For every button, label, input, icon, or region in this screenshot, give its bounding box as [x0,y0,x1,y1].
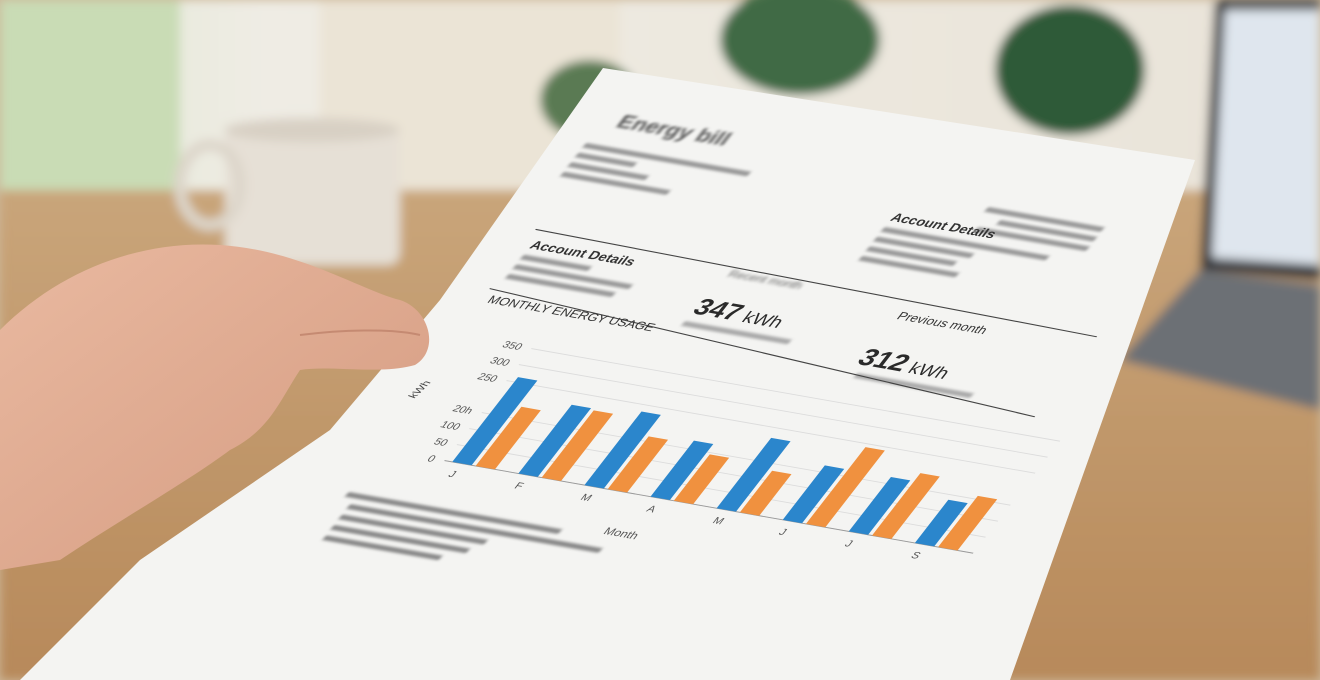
bar-series-blue [848,476,911,535]
bar-series-blue [650,440,714,501]
bar-series-orange [673,454,730,505]
energy-bill-paper [20,68,1195,680]
bar-series-orange [541,410,614,481]
y-tick-label: 300 [487,356,512,369]
x-axis-label: Month [601,525,642,542]
gridline [531,348,1061,442]
y-tick-label: 350 [499,340,524,353]
x-tick-label: J [446,469,459,480]
bar-series-orange [739,470,792,516]
bar-series-blue [782,465,845,524]
bar-series-blue [452,377,538,466]
bar-series-blue [716,437,791,512]
x-tick-label: S [908,550,923,561]
account-details-right-text [858,226,1050,278]
x-tick-label: F [512,481,526,492]
plant [540,0,1145,140]
bar-series-orange [607,436,669,493]
recent-month-note [681,320,792,345]
gridline [518,364,1048,458]
x-tick-label: M [710,516,726,527]
bar-series-orange [475,406,541,470]
y-tick-label: 100 [437,420,462,433]
y-tick-label: 0 [425,454,438,465]
laptop [1120,0,1320,410]
divider [535,228,1098,338]
y-tick-label: 50 [431,437,450,449]
bar-series-orange [938,495,998,551]
gridline [506,380,1036,474]
bar-series-orange [805,447,885,528]
account-details-left-text [505,254,633,298]
x-tick-label: M [578,492,594,503]
hand [0,244,430,570]
mug [174,118,400,265]
y-tick-label: 20h [450,404,475,417]
monthly-usage-chart: 0 50 100 20h 250 300 350 J F M A M J J S [425,340,1061,561]
bar-series-blue [584,411,661,489]
divider [489,288,1036,418]
bar-series-orange [872,473,940,539]
previous-month-note [853,372,974,399]
sender-address [560,142,752,196]
bar-series-blue [914,499,968,547]
account-number-block [974,206,1105,252]
x-tick-label: J [842,539,855,550]
y-tick-label: 250 [475,372,500,385]
x-tick-label: J [776,527,789,538]
footnotes [322,491,603,561]
bar-series-blue [518,404,592,477]
x-tick-label: A [644,504,659,515]
